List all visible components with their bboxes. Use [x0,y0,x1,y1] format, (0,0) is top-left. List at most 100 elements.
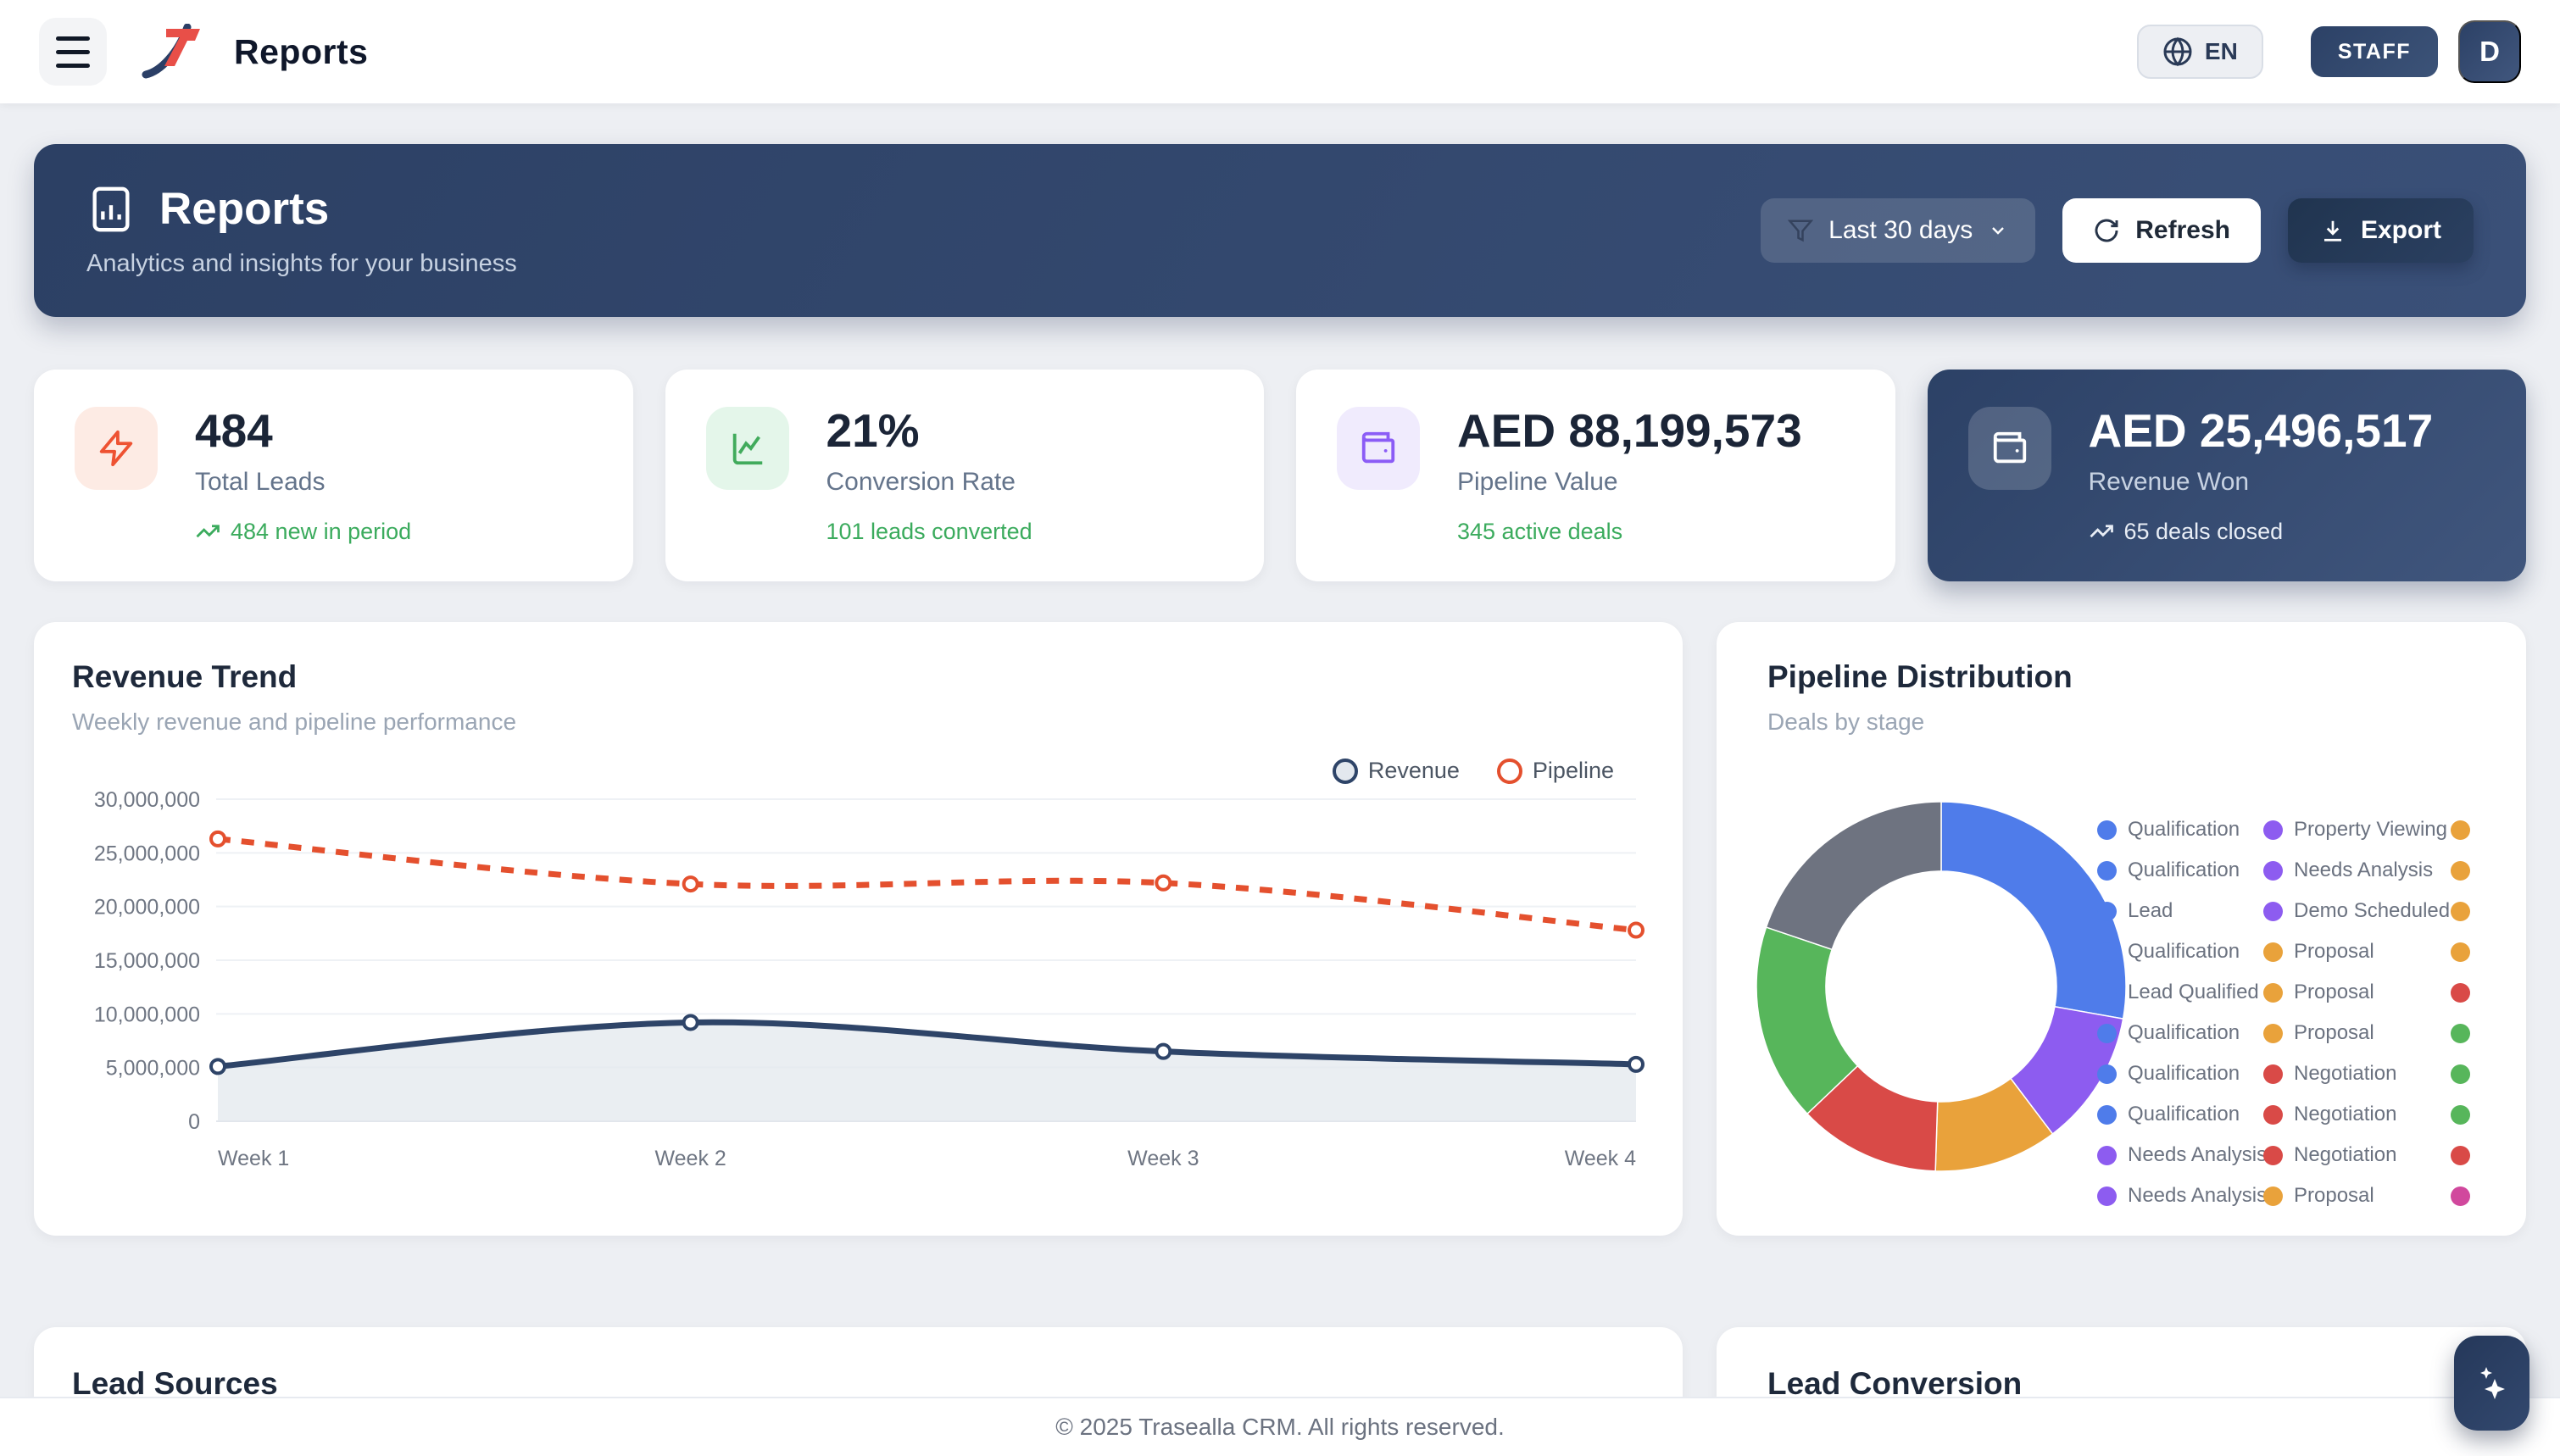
legend-dot [2263,901,2283,921]
legend-label: Needs Analysis [2128,1143,2268,1166]
trending-up-icon [2090,525,2113,538]
legend-dot [2097,1064,2117,1084]
legend-dot [2097,1186,2117,1206]
pipeline-legend-item: Proposal [2263,972,2450,1013]
refresh-button[interactable]: Refresh [2062,198,2261,263]
legend-dot [2097,942,2117,962]
legend-dot [2097,982,2117,1003]
download-icon [2323,220,2341,242]
stat-card-conversion-rate: 21% Conversion Rate 101 leads converted [665,370,1264,581]
lead-conversion-title: Lead Conversion [1767,1366,2023,1401]
charts-row: Revenue Trend Weekly revenue and pipelin… [34,622,2526,1236]
pipeline-legend-item: Qualification [2097,850,2267,891]
legend-dot [2263,820,2283,840]
pipeline-legend-item [2451,1094,2481,1135]
pipeline-legend-item: Negotiation [2263,1053,2450,1094]
pipeline-legend-column: Property Viewing Needs Analysis Demo Sched… [2263,809,2450,1216]
pipeline-legend-item [2451,1053,2481,1094]
ai-assistant-fab[interactable] [2454,1336,2529,1431]
legend-label: Proposal [2294,1021,2374,1044]
revenue-legend-dot [1332,758,1358,784]
legend-dot [2263,1145,2283,1165]
logo-icon [142,24,200,79]
user-avatar[interactable]: D [2458,20,2521,83]
svg-text:20,000,000: 20,000,000 [94,896,200,920]
stat-label: Revenue Won [2088,467,2250,496]
legend-dot [2451,982,2470,1003]
legend-label: Qualification [2128,1062,2240,1085]
pipeline-legend-item: Lead Qualified [2097,972,2267,1013]
hamburger-icon [56,36,90,41]
legend-item-revenue[interactable]: Revenue [1332,758,1460,784]
legend-dot [2097,1145,2117,1165]
language-button[interactable]: EN [2136,25,2263,79]
pipeline-legend-item: Lead [2097,891,2267,931]
trend-legend: Revenue Pipeline [72,758,1614,784]
pipeline-legend-item: Qualification [2097,1053,2267,1094]
svg-text:10,000,000: 10,000,000 [94,1003,200,1026]
legend-dot [2451,860,2470,881]
filter-icon [1788,220,1814,242]
footer: © 2025 Trasealla CRM. All rights reserve… [0,1397,2560,1456]
pipeline-legend-item: Proposal [2263,1175,2450,1216]
pipeline-legend-item: Demo Scheduled [2263,891,2450,931]
legend-item-pipeline[interactable]: Pipeline [1496,758,1614,784]
legend-dot [2263,982,2283,1003]
legend-label: Negotiation [2294,1143,2397,1166]
pipeline-legend-item [2451,850,2481,891]
stat-card-total-leads: 484 Total Leads 484 new in period [34,370,633,581]
legend-dot [2451,942,2470,962]
legend-dot [2097,1104,2117,1125]
legend-label: Qualification [2128,818,2240,841]
copyright-text: © 2025 Trasealla CRM. All rights reserve… [1055,1414,1505,1440]
trending-up-icon [196,525,220,538]
navbar: Reports EN STAFF D [0,0,2560,103]
legend-label: Proposal [2294,940,2374,963]
export-button[interactable]: Export [2287,198,2474,263]
pipeline-legend-item [2451,931,2481,972]
legend-dot [2451,820,2470,840]
stat-card-revenue-won: AED 25,496,517 Revenue Won 65 deals clos… [1927,370,2526,581]
pipeline-legend-item [2451,1135,2481,1175]
legend-dot [2451,1104,2470,1125]
bar-chart-icon [92,186,130,231]
pipeline-legend-item [2451,972,2481,1013]
pipeline-distribution-card: Pipeline Distribution Deals by stage Qua… [1717,622,2526,1236]
reports-banner: Reports Analytics and insights for your … [34,144,2526,317]
chevron-down-icon [1992,227,2005,235]
pipeline-legend-column: Qualification Qualification Lead Qualificat… [2097,809,2267,1216]
export-label: Export [2360,216,2441,244]
avatar-initial: D [2479,36,2500,67]
menu-button[interactable] [39,18,107,86]
legend-label: Qualification [2128,859,2240,881]
pipeline-donut-chart [1746,792,2136,1181]
svg-text:Week 2: Week 2 [655,1147,726,1170]
pipeline-legend-item: Needs Analysis [2097,1135,2267,1175]
pipeline-legend-item: Qualification [2097,809,2267,850]
stat-change: 345 active deals [1457,518,1623,544]
revenue-trend-subtitle: Weekly revenue and pipeline performance [72,709,517,735]
stat-label: Conversion Rate [826,467,1016,496]
legend-dot [2263,1064,2283,1084]
svg-text:30,000,000: 30,000,000 [94,789,200,812]
svg-text:0: 0 [188,1110,200,1134]
legend-label: Qualification [2128,1103,2240,1125]
pipeline-legend-item [2451,891,2481,931]
pipeline-legend-item [2451,1175,2481,1216]
sparkles-icon [2479,1367,2505,1399]
wallet-icon [1337,407,1420,490]
wallet-icon [1967,407,2051,490]
legend-label: Demo Scheduled [2294,899,2451,922]
legend-dot [2263,1104,2283,1125]
svg-text:Week 4: Week 4 [1565,1147,1636,1170]
stat-change: 65 deals closed [2089,519,2434,545]
stat-value: 484 [195,404,273,457]
stat-value: AED 88,199,573 [1457,404,1802,457]
revenue-trend-card: Revenue Trend Weekly revenue and pipelin… [34,622,1683,1236]
page-title: Reports [234,31,369,71]
date-range-dropdown[interactable]: Last 30 days [1761,198,2036,263]
legend-dot [2451,901,2470,921]
revenue-trend-title: Revenue Trend [72,659,298,694]
stat-value: 21% [826,404,920,457]
svg-text:Week 3: Week 3 [1127,1147,1199,1170]
